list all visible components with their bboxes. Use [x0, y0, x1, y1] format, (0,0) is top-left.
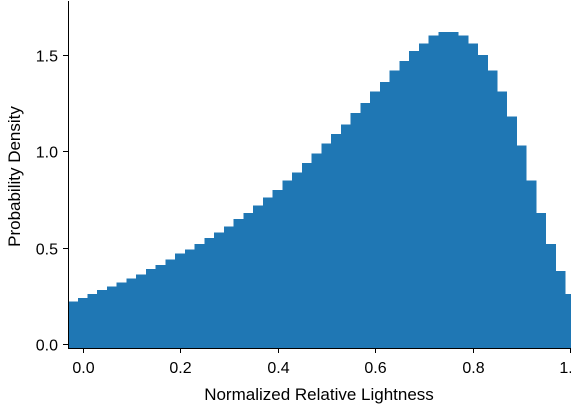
histogram-bar: [350, 112, 362, 348]
histogram-bar: [399, 60, 410, 348]
y-tick-label: 1.5: [36, 49, 58, 66]
histogram-bar: [418, 43, 430, 348]
histogram-bar: [292, 172, 303, 348]
histogram-bar: [545, 243, 556, 348]
histogram-bar: [272, 189, 284, 348]
histogram-bar: [438, 31, 449, 349]
x-axis-title: Normalized Relative Lightness: [204, 385, 434, 404]
y-tick-label: 0.0: [36, 338, 58, 355]
histogram-bar: [77, 297, 89, 348]
histogram-bar: [370, 91, 381, 349]
histogram-bar: [448, 31, 459, 349]
histogram-bar: [262, 197, 274, 348]
histogram-bar: [506, 116, 517, 348]
histogram-bar: [136, 274, 147, 348]
histogram-bar: [360, 103, 371, 348]
histogram-bar: [116, 282, 128, 348]
histogram-bar: [516, 145, 527, 348]
histogram-bar: [526, 180, 537, 348]
histogram-bar: [428, 35, 440, 348]
histogram-bar: [194, 243, 206, 348]
histogram-bar: [409, 51, 420, 349]
histogram-bar: [282, 180, 293, 348]
histogram-bar: [97, 290, 108, 348]
histogram-bar: [126, 278, 137, 348]
histogram-bar: [301, 162, 313, 348]
y-tick-label: 1.0: [36, 145, 58, 162]
histogram-bar: [253, 205, 264, 348]
histogram-bar: [555, 270, 566, 348]
histogram-bar: [68, 301, 79, 348]
histogram-bars: [68, 31, 571, 349]
x-tick-label: 0.2: [169, 360, 191, 377]
y-axis-title: Probability Density: [5, 106, 24, 247]
histogram-bar: [165, 259, 176, 348]
histogram-bar: [496, 91, 508, 349]
histogram-bar: [155, 265, 167, 348]
histogram-bar: [145, 268, 157, 348]
histogram-bar: [214, 232, 225, 348]
histogram-bar: [467, 43, 478, 348]
y-axis-ticks: 0.0 0.5 1.0 1.5: [36, 49, 68, 355]
x-axis-ticks: 0.0 0.2 0.4 0.6 0.8 1.0: [72, 348, 571, 377]
histogram-bar: [389, 70, 401, 349]
x-tick-label: 0.0: [72, 360, 94, 377]
histogram-bar: [87, 294, 98, 348]
x-tick-label: 0.8: [462, 360, 484, 377]
histogram-bar: [535, 213, 547, 348]
histogram-bar: [565, 294, 571, 348]
histogram-bar: [477, 54, 488, 348]
axes: [68, 1, 570, 349]
histogram-bar: [379, 81, 391, 348]
x-tick-label: 0.4: [267, 360, 289, 377]
histogram-bar: [340, 124, 352, 348]
histogram-bar: [175, 253, 186, 348]
histogram-bar: [106, 286, 118, 348]
histogram-bar: [243, 213, 254, 348]
histogram-bar: [331, 134, 342, 348]
x-tick-label: 1.0: [559, 360, 571, 377]
histogram-bar: [204, 238, 215, 348]
histogram-bar: [311, 153, 323, 348]
histogram-bar: [184, 249, 196, 348]
histogram-bar: [233, 218, 245, 348]
histogram-bar: [223, 226, 235, 348]
histogram-bar: [321, 143, 332, 348]
histogram-bar: [487, 70, 498, 349]
x-tick-label: 0.6: [364, 360, 386, 377]
histogram-bar: [457, 35, 469, 348]
y-tick-label: 0.5: [36, 242, 58, 259]
